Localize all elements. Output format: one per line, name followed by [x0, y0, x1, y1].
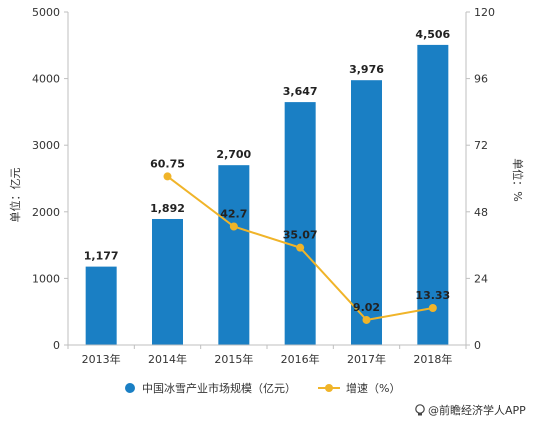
- y-tick-label: 0: [53, 339, 60, 352]
- legend-bar-marker: [125, 383, 135, 393]
- legend: 中国冰雪产业市场规模（亿元） 增速（%）: [125, 381, 400, 395]
- line-data-label: 42.7: [220, 208, 247, 221]
- x-tick-label: 2013年: [82, 352, 121, 366]
- line-point: [163, 172, 172, 181]
- line-data-label: 9.02: [353, 301, 380, 314]
- bar: [351, 80, 382, 346]
- line-data-label: 60.75: [150, 157, 185, 170]
- axes: 0 1000 2000 3000 4000 5000 0 24 48 72 96 120 2013年 20…: [32, 6, 495, 366]
- y2-tick-label: 72: [474, 139, 488, 152]
- x-tick-label: 2018年: [413, 352, 452, 366]
- bar-data-label: 4,506: [415, 28, 450, 41]
- credit-text: @前瞻经济学人APP: [428, 403, 526, 417]
- bar-data-label: 1,892: [150, 202, 185, 215]
- legend-bar-label: 中国冰雪产业市场规模（亿元）: [142, 381, 296, 395]
- bar: [152, 218, 183, 345]
- y-tick-label: 5000: [32, 6, 60, 19]
- y-tick-label: 2000: [32, 206, 60, 219]
- bar: [417, 44, 449, 346]
- bar-data-label: 2,700: [216, 148, 251, 161]
- line-series: 60.75 42.7 35.07 9.02 13.33: [150, 157, 450, 324]
- y-tick-label: 4000: [32, 73, 60, 86]
- line-point: [428, 304, 437, 313]
- legend-line-label: 增速（%）: [346, 381, 400, 395]
- y2-tick-label: 120: [474, 6, 495, 19]
- line-point: [362, 315, 371, 324]
- y2-axis-title: 单位：%: [511, 158, 525, 201]
- bar-data-label: 3,647: [283, 85, 318, 98]
- y2-tick-label: 96: [474, 73, 488, 86]
- bar-series: 1,177 1,892 2,700 3,647 3,976 4,506: [84, 28, 451, 346]
- line-point: [229, 222, 238, 231]
- y2-tick-label: 0: [474, 339, 481, 352]
- x-tick-label: 2015年: [214, 352, 253, 366]
- x-tick-label: 2014年: [148, 352, 187, 366]
- x-tick-label: 2016年: [281, 352, 320, 366]
- line-data-label: 13.33: [415, 289, 450, 302]
- bar: [85, 266, 117, 345]
- bar: [284, 102, 316, 345]
- y2-tick-label: 48: [474, 206, 488, 219]
- y-axis-title: 单位：亿元: [8, 168, 22, 223]
- lightbulb-icon: [415, 404, 425, 416]
- x-tick-label: 2017年: [347, 352, 386, 366]
- y-tick-label: 3000: [32, 139, 60, 152]
- credit: @前瞻经济学人APP: [415, 403, 526, 417]
- bar: [218, 165, 250, 345]
- bar-data-label: 3,976: [349, 63, 384, 76]
- line-data-label: 35.07: [283, 229, 318, 242]
- y2-tick-label: 24: [474, 272, 488, 285]
- bar-data-label: 1,177: [84, 250, 119, 263]
- line-point: [296, 243, 305, 252]
- y-tick-label: 1000: [32, 272, 60, 285]
- legend-line-marker-dot: [325, 384, 333, 392]
